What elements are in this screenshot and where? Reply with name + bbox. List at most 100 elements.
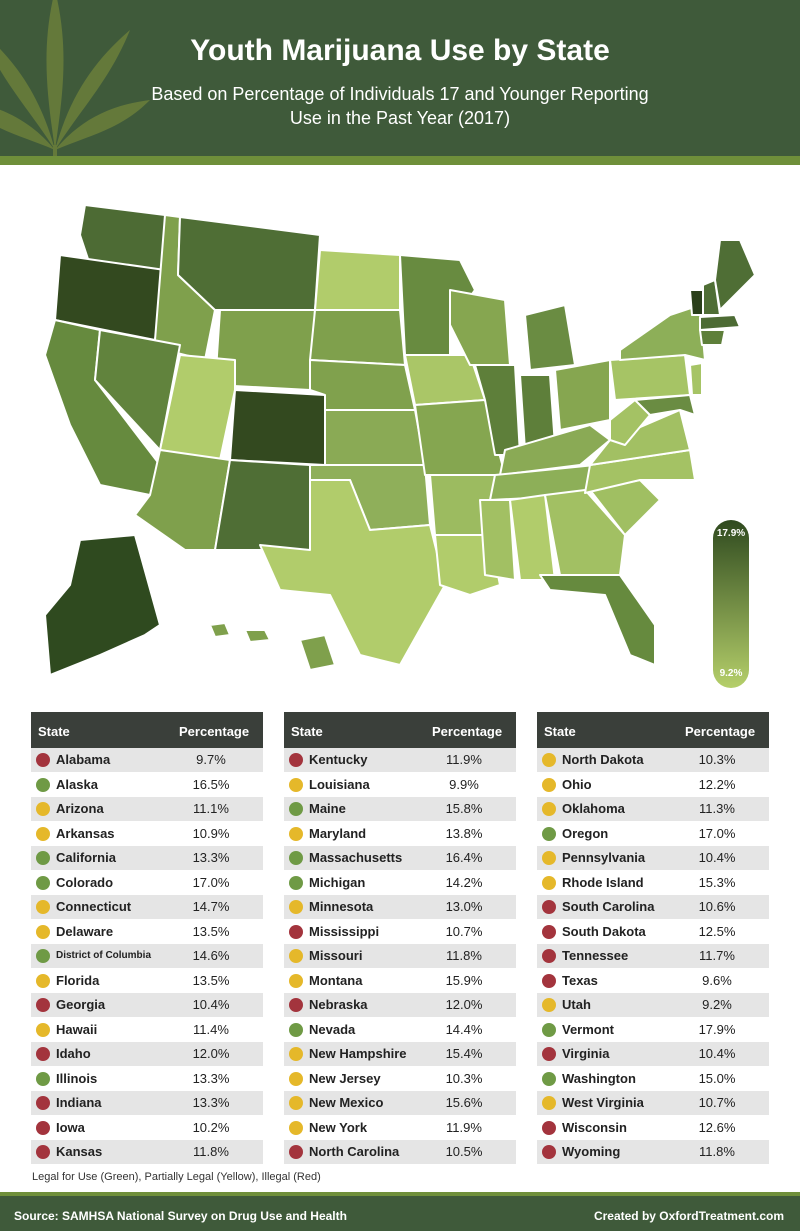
header-state: State [544, 724, 576, 739]
table-row: Arizona 11.1% [31, 797, 263, 822]
table-row: Washington 15.0% [537, 1067, 769, 1091]
map-state-florida [539, 574, 656, 666]
legality-status-dot [542, 875, 556, 890]
table-body: Kentucky 11.9% Louisiana 9.9% Maine 15.8% Mary… [284, 748, 516, 1165]
state-name: California [56, 850, 116, 865]
table-row: Michigan 14.2% [284, 871, 516, 895]
header-percentage: Percentage [685, 724, 756, 739]
table-row: Massachusetts 16.4% [284, 846, 516, 871]
footer-stripe [0, 1192, 800, 1196]
legality-status-dot [289, 973, 303, 988]
table-row: Virginia 10.4% [537, 1042, 769, 1067]
table-row: Oklahoma 11.3% [537, 797, 769, 822]
map-state-north-dakota [314, 249, 401, 311]
state-percentage: 12.0% [192, 1046, 230, 1061]
table-row: New York 11.9% [284, 1116, 516, 1140]
state-percentage: 17.9% [698, 1021, 736, 1037]
state-percentage: 16.5% [192, 776, 230, 792]
footer: Source: SAMHSA National Survey on Drug U… [0, 1196, 800, 1231]
state-percentage: 10.4% [192, 997, 230, 1012]
table-row: Mississippi 10.7% [284, 920, 516, 944]
map-state-maine [714, 239, 756, 311]
state-name: Maine [309, 801, 346, 816]
table-row: Missouri 11.8% [284, 944, 516, 969]
state-name: Delaware [56, 923, 114, 939]
legality-status-dot [542, 753, 556, 767]
legality-status-dot [289, 900, 303, 914]
table-row: North Dakota 10.3% [537, 748, 769, 773]
legality-status-dot [36, 1145, 50, 1159]
legality-status-dot [36, 777, 50, 792]
map-state-ohio [554, 359, 611, 431]
state-percentage: 12.2% [698, 776, 736, 792]
legality-status-dot [289, 753, 303, 767]
state-name: New Mexico [309, 1095, 384, 1110]
legality-status-dot [36, 973, 50, 988]
state-percentage: 12.0% [445, 997, 483, 1012]
state-name: Illinois [56, 1070, 98, 1086]
legality-status-dot [36, 1120, 50, 1135]
table-row: District of Columbia 14.6% [31, 944, 263, 969]
legality-status-dot [289, 1145, 303, 1159]
legality-status-dot [36, 949, 50, 963]
state-table-3: State Percentage North Dakota 10.3% Ohio 12… [537, 712, 769, 1165]
legality-status-dot [36, 1071, 50, 1086]
map-state-hawaii [209, 622, 336, 671]
state-name: Nebraska [309, 997, 368, 1012]
legality-status-dot [36, 851, 50, 865]
map-state-west-virginia [609, 399, 651, 446]
state-percentage: 15.9% [445, 972, 483, 988]
map-state-new-jersey [689, 362, 703, 396]
state-name: Hawaii [56, 1021, 98, 1037]
state-name: Maryland [309, 825, 367, 841]
table-row: New Jersey 10.3% [284, 1067, 516, 1091]
state-percentage: 9.7% [196, 752, 226, 767]
state-percentage: 13.3% [192, 1070, 230, 1086]
legality-status-dot [289, 949, 303, 963]
state-percentage: 11.7% [699, 948, 735, 963]
state-name: Georgia [56, 997, 106, 1012]
state-percentage: 15.0% [698, 1070, 736, 1086]
table-row: Wisconsin 12.6% [537, 1116, 769, 1140]
state-percentage: 13.3% [192, 1095, 230, 1110]
map-state-new-york [619, 304, 706, 361]
table-body: Alabama 9.7% Alaska 16.5% Arizona 11.1% Arkans… [31, 748, 263, 1165]
legality-status-dot [542, 1071, 556, 1086]
table-row: California 13.3% [31, 846, 263, 871]
table-row: Maryland 13.8% [284, 822, 516, 846]
legality-status-dot [542, 1145, 556, 1159]
state-name: Wyoming [562, 1144, 621, 1159]
legend-max-label: 17.9% [716, 528, 746, 539]
map-state-wisconsin [449, 289, 511, 366]
table-row: Hawaii 11.4% [31, 1018, 263, 1042]
legality-status-dot [542, 949, 556, 963]
state-percentage: 13.0% [445, 899, 483, 914]
state-percentage: 10.2% [192, 1119, 230, 1135]
map-state-utah [159, 354, 236, 461]
state-name: Colorado [56, 874, 114, 890]
state-percentage: 12.5% [698, 923, 736, 939]
table-row: Louisiana 9.9% [284, 773, 516, 797]
map-state-texas [259, 479, 446, 666]
table-row: Vermont 17.9% [537, 1018, 769, 1042]
legality-status-dot [542, 851, 556, 865]
table-row: South Carolina 10.6% [537, 895, 769, 920]
state-percentage: 13.8% [445, 825, 483, 841]
legality-status-dot [289, 1096, 303, 1110]
state-name: Arkansas [56, 825, 115, 841]
map-state-mississippi [479, 499, 516, 581]
table-row: Nevada 14.4% [284, 1018, 516, 1042]
table-row: Rhode Island 15.3% [537, 871, 769, 895]
table-row: Connecticut 14.7% [31, 895, 263, 920]
state-percentage: 14.4% [445, 1021, 483, 1037]
legality-status-dot [36, 924, 50, 939]
state-name: New Jersey [309, 1070, 381, 1086]
table-row: Tennessee 11.7% [537, 944, 769, 969]
legality-note: Legal for Use (Green), Partially Legal (… [32, 1171, 321, 1183]
state-name: Utah [562, 997, 591, 1012]
state-percentage: 14.7% [192, 899, 230, 914]
table-row: Colorado 17.0% [31, 871, 263, 895]
state-name: Kentucky [309, 752, 368, 767]
state-name: Montana [309, 972, 363, 988]
state-percentage: 17.0% [698, 825, 736, 841]
